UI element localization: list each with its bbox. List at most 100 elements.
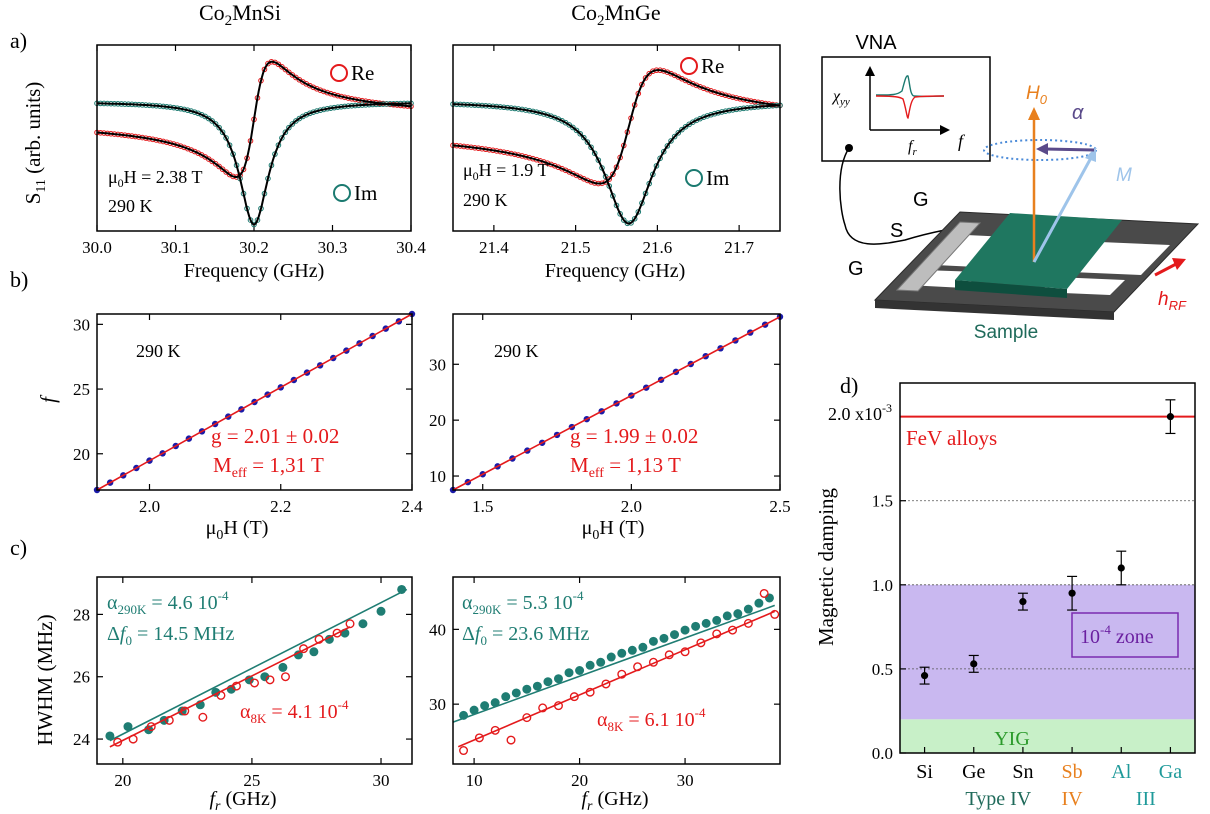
plot-area-c-left: 20 25 30 24 26 28 <box>73 577 412 790</box>
xtick-label-a_right: 21.7 <box>724 238 754 257</box>
point-290k-c_right <box>543 677 553 687</box>
im-point-a_left <box>212 121 219 127</box>
im-point-a_right <box>584 139 591 145</box>
point-290k-c_right <box>501 692 511 702</box>
point-290k-c_left <box>376 606 386 616</box>
im-point-a_right <box>671 133 678 140</box>
im-point-a_right <box>577 130 583 137</box>
re-point-a_left <box>286 69 292 76</box>
axes-frame-a-right <box>452 44 781 232</box>
title-a-right: Co2MnGe <box>571 0 660 29</box>
xlabel-b-left: μ0H (T) <box>206 517 269 543</box>
chart-c-right: 10 20 30 30 40 α290K = 5.3 10-4 Δf0 = 23.6 M… <box>429 576 781 814</box>
vna-schematic: VNA χyy fr f Sample G S G H0 M α <box>821 32 1200 343</box>
vna-y-arrowhead <box>865 66 875 76</box>
axes-frame-a-left <box>96 44 412 232</box>
ytick-top-d: 2.0 x10-3 <box>828 401 892 424</box>
vna-x-arrowhead <box>940 125 950 135</box>
group-label: Type IV <box>965 788 1031 810</box>
xtick-label-a_left: 30.1 <box>161 238 191 257</box>
point-290k-c_right <box>743 604 753 614</box>
im-point-a_right <box>588 144 594 151</box>
point-290k-c_right <box>722 611 732 621</box>
im-point-a_left <box>279 135 285 141</box>
vna-label: VNA <box>855 32 897 54</box>
im-point-a_right <box>664 143 671 149</box>
board-edge <box>875 300 1114 320</box>
point-290k-c_right <box>680 625 690 635</box>
alpha290-c-right: α290K = 5.3 10-4 <box>462 588 584 617</box>
xtick-label-c_right: 30 <box>677 771 694 790</box>
zone-yig <box>900 719 1195 753</box>
legend-im-a-left: Im <box>354 181 377 205</box>
panel-label-b: b) <box>10 267 28 292</box>
point-8k-c_left <box>332 628 342 638</box>
legend-re-a-right: Re <box>701 54 724 78</box>
damping-point-Sn <box>1019 598 1027 606</box>
point-8k-c_right <box>506 735 516 745</box>
ytick-label-c_right: 40 <box>429 620 446 639</box>
legend-re-marker-a-right <box>680 57 698 75</box>
xtick-label-a_left: 30.4 <box>396 238 426 257</box>
point-290k-c_right <box>648 636 658 646</box>
xtick-label-a_left: 30.2 <box>239 238 269 257</box>
re-point-a_left <box>216 163 222 170</box>
fit-290k-c_right <box>452 604 775 723</box>
sample-stripline <box>895 221 982 292</box>
point-290k-c_right <box>733 609 743 619</box>
point-290k-c_right <box>564 668 574 678</box>
point-290k-c_right <box>617 648 627 658</box>
sample-block-side <box>955 280 1067 298</box>
xlabel-c-left: fr (GHz) <box>209 788 276 814</box>
point-290k-c_right <box>670 630 680 640</box>
im-point-a_left <box>251 221 257 228</box>
ytick-label-b_left: 25 <box>73 380 90 399</box>
point-290k-c_right <box>754 598 764 608</box>
re-point-a_right <box>610 171 616 178</box>
point-8k-c_right <box>743 618 753 628</box>
chart-c-left: HWHM (MHz) 20 25 30 24 26 28 α290K = 4.6 10-4… <box>33 576 413 814</box>
annotation-field-a-left: μ0H = 2.38 T <box>108 167 202 190</box>
fit-8k-c_left <box>109 626 351 748</box>
legend-re-marker-a-left <box>330 64 348 82</box>
xtick-label-a_right: 21.5 <box>561 238 591 257</box>
im-point-a_right <box>657 155 663 162</box>
hline-label-d: FeV alloys <box>906 426 997 450</box>
re-point-a_left <box>219 166 226 173</box>
fit-line-b_left <box>96 313 413 491</box>
panel-label-d: d) <box>840 373 858 398</box>
im-point-a_right <box>595 157 602 163</box>
xtick-label-a_right: 21.6 <box>643 238 673 257</box>
point-290k-c_left <box>309 647 319 657</box>
hRF-label: hRF <box>1158 289 1187 313</box>
category-label-Al: Al <box>1111 761 1131 783</box>
category-label-Ga: Ga <box>1159 761 1182 783</box>
vna-re-trace <box>875 95 945 119</box>
xtick-label-b_right: 2.0 <box>621 497 642 516</box>
panel-label-c: c) <box>10 535 27 560</box>
G-top-label: G <box>913 189 929 211</box>
ytick-label-d: 1.5 <box>872 492 893 511</box>
ylabel-b: f <box>36 394 60 403</box>
point-290k-c_right <box>511 688 521 698</box>
ytick-label-d: 0.0 <box>872 744 893 763</box>
meff-b-right: Meff = 1,13 T <box>570 453 681 481</box>
xtick-label-c_right: 10 <box>466 771 483 790</box>
im-point-a_left <box>209 118 215 124</box>
meff-b-left: Meff = 1,31 T <box>213 453 324 481</box>
xtick-label-a_right: 21.4 <box>479 238 509 257</box>
point-8k-c_right <box>601 679 611 689</box>
ytick-label-c_right: 30 <box>429 695 446 714</box>
point-8k-c_right <box>759 588 769 598</box>
xtick-label-b_left: 2.0 <box>139 497 160 516</box>
plot-area-b-left: 2.0 2.2 2.4 20 25 30 <box>73 310 423 516</box>
point-290k-c_left <box>123 722 133 732</box>
zone-label-box-d: 10-4 zone <box>1071 612 1179 658</box>
im-point-a_right <box>570 124 576 131</box>
legend-im-marker-a-left <box>333 184 351 202</box>
xtick-label-b_right: 2.5 <box>769 497 790 516</box>
ytick-label-d: 0.5 <box>872 660 893 679</box>
hRF-arrow <box>1154 261 1179 277</box>
sample-label: Sample <box>974 322 1038 343</box>
im-point-a_right <box>631 216 638 222</box>
